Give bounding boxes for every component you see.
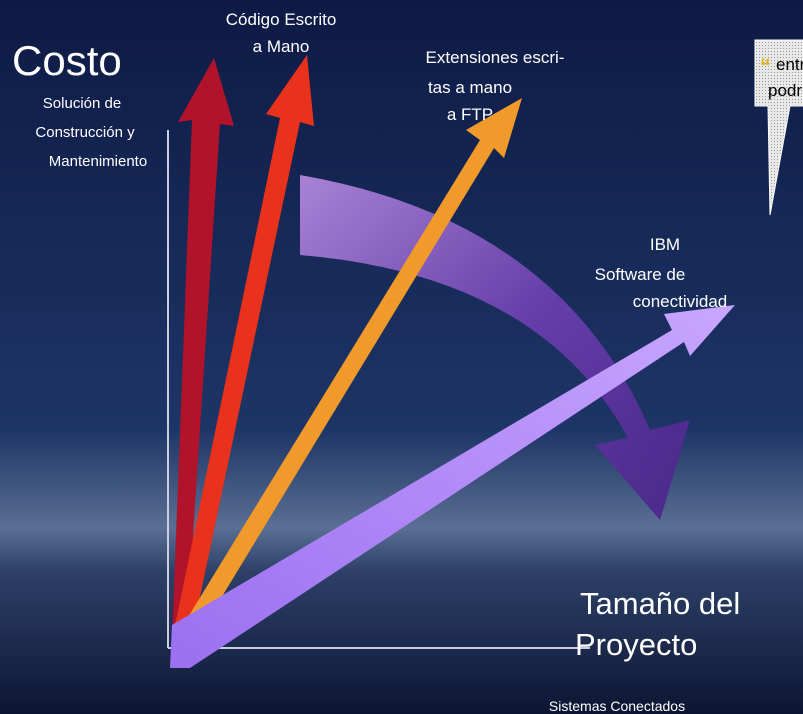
callout-text: entr	[776, 55, 803, 74]
y-axis-subtitle: Mantenimiento	[49, 153, 147, 170]
arrow-dark-red	[172, 58, 234, 642]
y-axis-title: Costo	[12, 37, 122, 84]
quote-mark: “	[760, 54, 771, 79]
y-axis-subtitle: Solución de	[43, 95, 121, 112]
curved-arrow	[300, 175, 690, 520]
arrow-label: a FTP	[447, 105, 493, 124]
arrow-red	[172, 55, 314, 644]
arrow-label: tas a mano	[428, 78, 512, 97]
arrow-label: Software de	[595, 265, 686, 284]
x-axis-subtitle: Sistemas Conectados	[549, 698, 685, 714]
x-axis-title: Proyecto	[575, 627, 697, 662]
y-axis-subtitle: Construcción y	[35, 124, 135, 141]
x-axis-title: Tamaño del	[580, 586, 740, 621]
arrow-label: Extensiones escri-	[426, 48, 565, 67]
arrow-label: conectividad	[633, 292, 728, 311]
arrow-label: Código Escrito	[226, 10, 337, 29]
callout-text: podr	[768, 81, 802, 100]
arrow-lavender	[170, 305, 735, 668]
arrow-label: a Mano	[253, 37, 310, 56]
arrow-label: IBM	[650, 235, 680, 254]
callout-bubble	[754, 39, 803, 216]
arrow-orange	[174, 98, 522, 646]
